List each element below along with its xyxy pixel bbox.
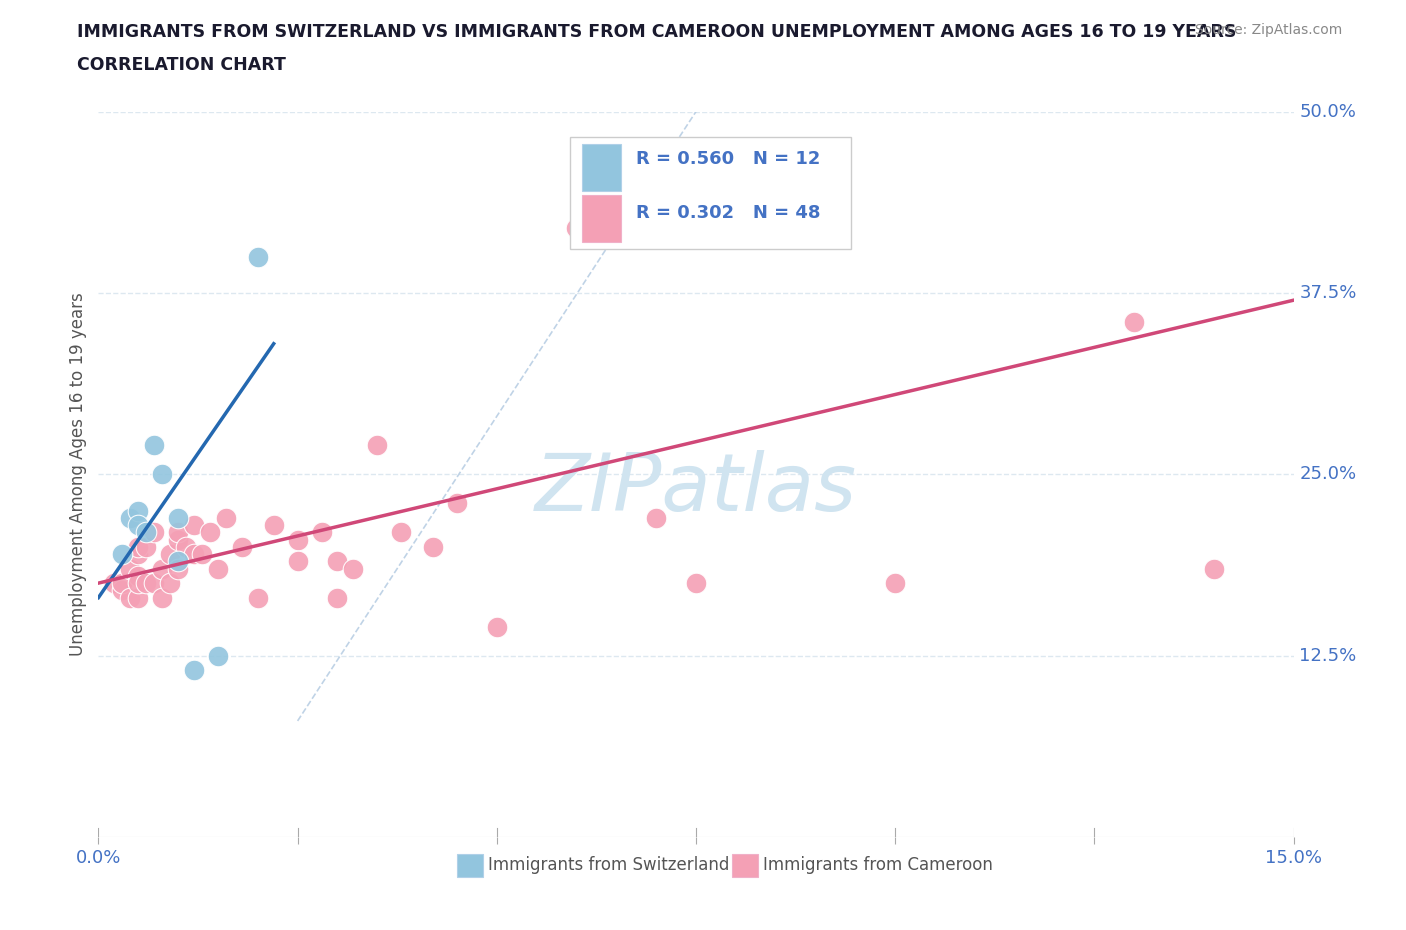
Point: [159, 547, 181, 562]
Point: [263, 518, 285, 533]
Point: [135, 525, 157, 539]
Point: [127, 591, 149, 605]
Text: 37.5%: 37.5%: [1299, 284, 1357, 302]
Text: R = 0.302   N = 48: R = 0.302 N = 48: [637, 205, 821, 222]
Point: [127, 568, 149, 583]
Point: [167, 554, 190, 569]
Point: [127, 518, 149, 533]
Point: [167, 532, 190, 547]
Point: [120, 591, 142, 605]
Point: [127, 539, 149, 554]
Point: [135, 539, 157, 554]
Point: [207, 648, 229, 663]
Text: 12.5%: 12.5%: [1299, 646, 1357, 665]
Text: Source: ZipAtlas.com: Source: ZipAtlas.com: [1195, 23, 1343, 37]
Point: [311, 525, 333, 539]
Point: [191, 547, 214, 562]
Point: [150, 467, 173, 482]
Point: [231, 539, 253, 554]
Y-axis label: Unemployment Among Ages 16 to 19 years: Unemployment Among Ages 16 to 19 years: [69, 292, 87, 657]
Point: [326, 591, 349, 605]
Point: [143, 525, 166, 539]
Point: [174, 539, 197, 554]
Text: IMMIGRANTS FROM SWITZERLAND VS IMMIGRANTS FROM CAMEROON UNEMPLOYMENT AMONG AGES : IMMIGRANTS FROM SWITZERLAND VS IMMIGRANT…: [77, 23, 1237, 41]
Point: [150, 591, 173, 605]
Point: [143, 576, 166, 591]
Text: 50.0%: 50.0%: [1299, 102, 1357, 121]
Point: [183, 547, 205, 562]
Point: [565, 220, 588, 235]
Point: [287, 532, 309, 547]
Text: 25.0%: 25.0%: [1299, 465, 1357, 484]
Bar: [457, 854, 484, 877]
Point: [135, 576, 157, 591]
Point: [111, 576, 134, 591]
Point: [167, 561, 190, 576]
Text: Immigrants from Switzerland: Immigrants from Switzerland: [488, 857, 730, 874]
Point: [167, 511, 190, 525]
Point: [246, 591, 269, 605]
Point: [389, 525, 412, 539]
Point: [1123, 314, 1146, 329]
Point: [645, 511, 668, 525]
Point: [446, 496, 468, 511]
Point: [366, 438, 388, 453]
Point: [143, 438, 166, 453]
Text: R = 0.560   N = 12: R = 0.560 N = 12: [637, 150, 821, 167]
Text: CORRELATION CHART: CORRELATION CHART: [77, 56, 287, 73]
Point: [127, 547, 149, 562]
Point: [685, 576, 707, 591]
Point: [342, 561, 364, 576]
Bar: [582, 144, 620, 192]
Bar: [733, 854, 758, 877]
Text: Immigrants from Cameroon: Immigrants from Cameroon: [763, 857, 993, 874]
Point: [485, 619, 508, 634]
Point: [198, 525, 221, 539]
Bar: [582, 195, 620, 242]
Point: [183, 518, 205, 533]
Point: [884, 576, 907, 591]
Point: [246, 249, 269, 264]
Point: [103, 576, 125, 591]
Point: [422, 539, 444, 554]
Point: [120, 511, 142, 525]
Point: [127, 576, 149, 591]
Text: ZIPatlas: ZIPatlas: [534, 450, 858, 528]
FancyBboxPatch shape: [571, 137, 852, 249]
Point: [1202, 561, 1225, 576]
Point: [183, 663, 205, 678]
Point: [215, 511, 238, 525]
Point: [159, 576, 181, 591]
Point: [150, 561, 173, 576]
Point: [120, 561, 142, 576]
Point: [287, 554, 309, 569]
Point: [127, 503, 149, 518]
Point: [111, 547, 134, 562]
Point: [207, 561, 229, 576]
Point: [326, 554, 349, 569]
Point: [111, 583, 134, 598]
Point: [167, 525, 190, 539]
